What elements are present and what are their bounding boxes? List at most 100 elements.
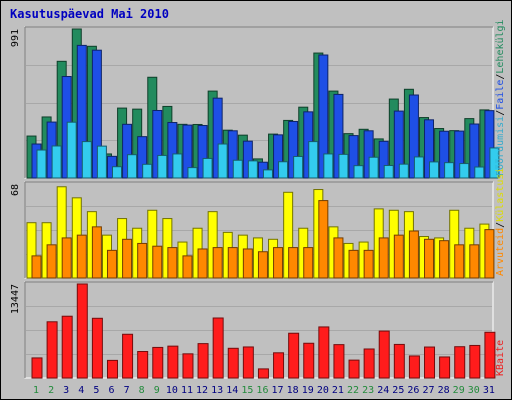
- x-tick-day-23: 23: [362, 385, 374, 396]
- bar-middle-arvuteid-day-18: [288, 247, 299, 279]
- panel-middle-ymax-label: 68: [10, 184, 21, 196]
- bar-top-pöördumisi-day-28: [444, 162, 455, 179]
- legend-separator: /: [495, 74, 506, 80]
- x-tick-day-3: 3: [63, 385, 69, 396]
- bar-top-pöördumisi-day-1: [36, 149, 47, 179]
- bar-bottom-kbaite-day-30: [469, 344, 481, 379]
- bar-top-pöördumisi-day-27: [429, 161, 440, 179]
- bar-middle-arvuteid-day-20: [318, 200, 329, 279]
- bar-middle-arvuteid-day-4: [76, 234, 87, 279]
- bar-top-pöördumisi-day-7: [127, 154, 138, 179]
- bar-bottom-kbaite-day-10: [167, 345, 179, 379]
- bar-top-pöördumisi-day-8: [142, 163, 153, 179]
- bar-top-pöördumisi-day-3: [66, 121, 77, 179]
- bar-bottom-kbaite-day-28: [439, 356, 451, 379]
- bar-bottom-kbaite-day-12: [197, 343, 209, 379]
- bar-bottom-kbaite-day-17: [273, 352, 285, 379]
- legend-külastusi: Külastusi: [495, 168, 506, 222]
- bar-top-pöördumisi-day-5: [96, 145, 107, 179]
- bar-middle-arvuteid-day-9: [152, 245, 163, 279]
- bar-bottom-kbaite-day-26: [408, 355, 420, 379]
- bar-middle-arvuteid-day-2: [46, 244, 57, 279]
- bar-middle-arvuteid-day-6: [106, 249, 117, 279]
- x-tick-day-25: 25: [392, 385, 404, 396]
- legend-kbaite: KBaite: [495, 340, 506, 376]
- x-tick-day-29: 29: [453, 385, 465, 396]
- x-tick-day-10: 10: [166, 385, 178, 396]
- bar-bottom-kbaite-day-9: [152, 346, 164, 379]
- bar-bottom-kbaite-day-16: [257, 368, 269, 379]
- bar-middle-arvuteid-day-11: [182, 255, 193, 279]
- bar-bottom-kbaite-day-14: [227, 347, 239, 379]
- bar-middle-arvuteid-day-3: [61, 237, 72, 279]
- x-tick-day-8: 8: [139, 385, 145, 396]
- bar-middle-arvuteid-day-29: [454, 244, 465, 279]
- bar-middle-arvuteid-day-31: [484, 229, 495, 279]
- x-tick-day-31: 31: [483, 385, 495, 396]
- x-tick-day-12: 12: [196, 385, 208, 396]
- bar-bottom-kbaite-day-7: [122, 333, 134, 379]
- bar-top-pöördumisi-day-21: [338, 153, 349, 179]
- bar-top-pöördumisi-day-26: [413, 156, 424, 179]
- x-tick-day-22: 22: [347, 385, 359, 396]
- bar-middle-arvuteid-day-15: [242, 248, 253, 279]
- x-tick-day-2: 2: [48, 385, 54, 396]
- bar-middle-arvuteid-day-12: [197, 248, 208, 279]
- bar-top-pöördumisi-day-2: [51, 145, 62, 179]
- bar-bottom-kbaite-day-24: [378, 330, 390, 379]
- bar-middle-arvuteid-day-30: [469, 244, 480, 279]
- bar-bottom-kbaite-day-15: [242, 346, 254, 379]
- bar-top-pöördumisi-day-13: [217, 143, 228, 179]
- bar-top-pöördumisi-day-16: [262, 169, 273, 179]
- bar-middle-arvuteid-day-24: [378, 237, 389, 279]
- bar-middle-arvuteid-day-8: [137, 242, 148, 279]
- x-tick-day-18: 18: [287, 385, 299, 396]
- bar-top-pöördumisi-day-31: [489, 147, 500, 179]
- x-tick-day-14: 14: [226, 385, 238, 396]
- bar-top-pöördumisi-day-17: [278, 161, 289, 179]
- panel-top-ymax-label: 991: [10, 29, 21, 47]
- bar-middle-arvuteid-day-21: [333, 237, 344, 279]
- panel-bottom-legend: KBaite: [495, 340, 506, 376]
- bar-top-pöördumisi-day-23: [368, 156, 379, 179]
- bar-bottom-kbaite-day-27: [424, 346, 436, 379]
- bar-top-pöördumisi-day-11: [187, 167, 198, 179]
- x-tick-day-21: 21: [332, 385, 344, 396]
- bar-top-pöördumisi-day-14: [232, 159, 243, 179]
- panel-middle-legend: Arvuteid/Külastusi: [495, 168, 506, 276]
- bar-bottom-kbaite-day-13: [212, 317, 224, 379]
- x-tick-day-30: 30: [468, 385, 480, 396]
- bar-bottom-kbaite-day-11: [182, 353, 194, 379]
- x-tick-day-11: 11: [181, 385, 193, 396]
- bar-bottom-kbaite-day-2: [46, 321, 58, 379]
- legend-separator: /: [495, 110, 506, 116]
- panel-top-legend: Pöördumisi/Faile/Lehekülgi: [495, 19, 506, 176]
- bar-middle-arvuteid-day-26: [408, 230, 419, 279]
- bar-middle-arvuteid-day-17: [273, 247, 284, 279]
- bar-middle-arvuteid-day-1: [31, 255, 42, 279]
- chart-title: Kasutuspäevad Mai 2010: [10, 7, 169, 21]
- legend-lehekülgi: Lehekülgi: [495, 19, 506, 73]
- bar-middle-arvuteid-day-27: [424, 238, 435, 279]
- bar-bottom-kbaite-day-5: [91, 317, 103, 379]
- bar-bottom-kbaite-day-8: [137, 350, 149, 379]
- bar-middle-arvuteid-day-22: [348, 249, 359, 279]
- x-tick-day-28: 28: [438, 385, 450, 396]
- x-tick-day-15: 15: [241, 385, 253, 396]
- bar-top-pöördumisi-day-18: [293, 155, 304, 179]
- bar-bottom-kbaite-day-1: [31, 357, 43, 379]
- legend-separator: /: [495, 222, 506, 228]
- legend-arvuteid: Arvuteid: [495, 228, 506, 276]
- bar-bottom-kbaite-day-31: [484, 331, 496, 379]
- bar-middle-arvuteid-day-25: [393, 234, 404, 279]
- legend-faile: Faile: [495, 80, 506, 110]
- bar-top-pöördumisi-day-20: [323, 153, 334, 179]
- x-tick-day-16: 16: [256, 385, 268, 396]
- bar-middle-arvuteid-day-14: [227, 247, 238, 279]
- x-tick-day-20: 20: [317, 385, 329, 396]
- bar-top-pöördumisi-day-12: [202, 157, 213, 179]
- bar-middle-arvuteid-day-23: [363, 249, 374, 279]
- bar-top-pöördumisi-day-19: [308, 141, 319, 179]
- bar-bottom-kbaite-day-6: [106, 359, 118, 379]
